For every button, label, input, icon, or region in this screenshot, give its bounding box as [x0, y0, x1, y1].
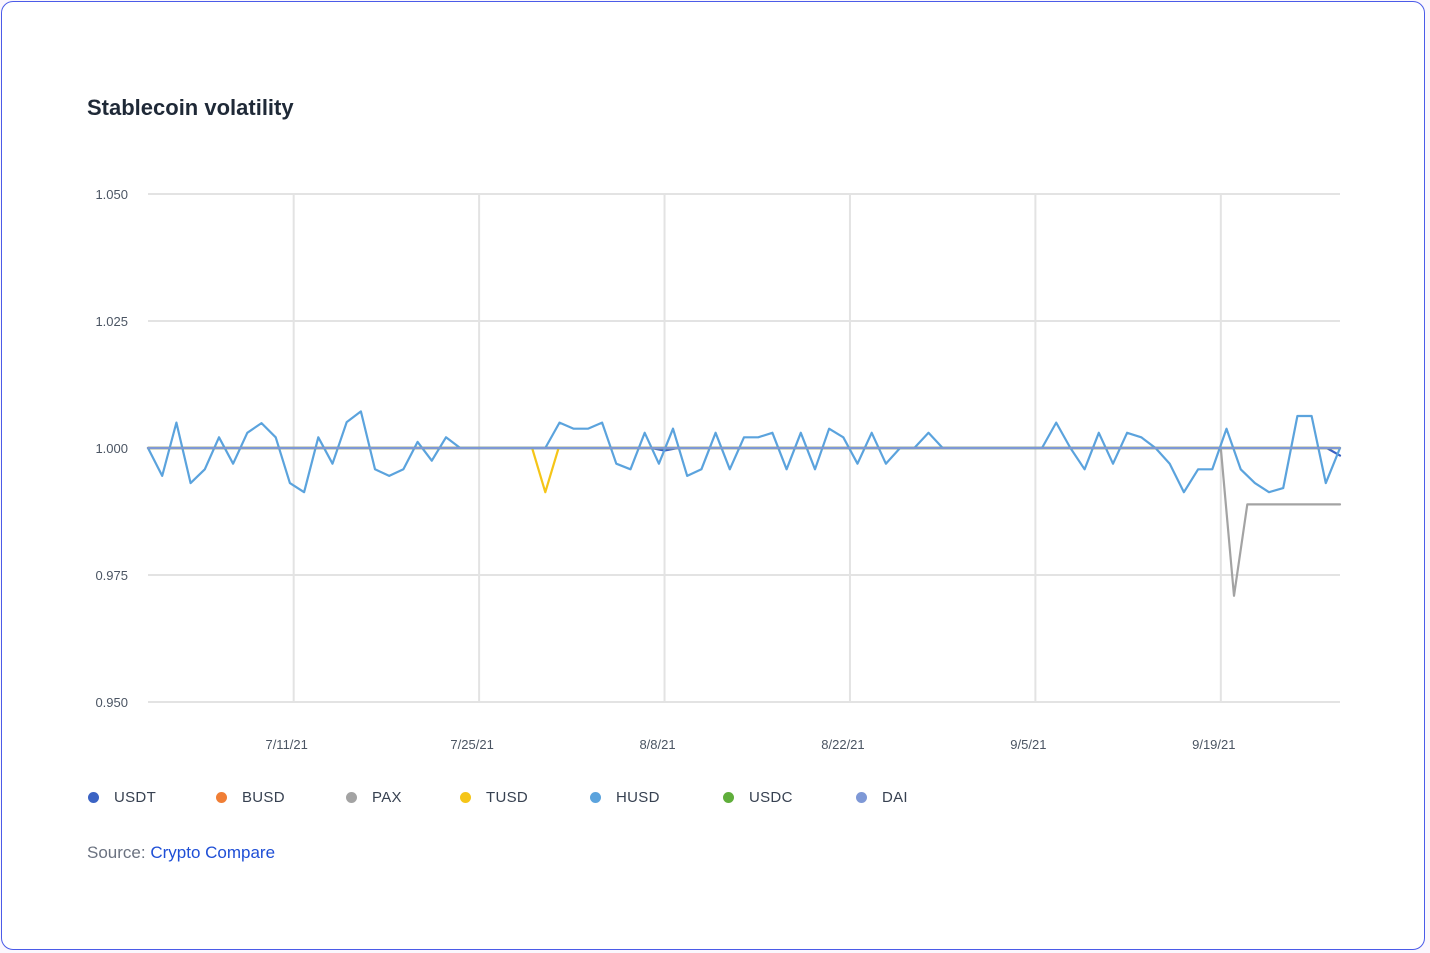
source-link[interactable]: Crypto Compare [150, 843, 276, 862]
source-label: Source: [87, 843, 146, 862]
y-tick-label: 1.025 [95, 314, 128, 329]
x-tick-label: 9/5/21 [1010, 737, 1046, 752]
y-tick-label: 1.000 [95, 441, 128, 456]
y-tick-label: 0.950 [95, 695, 128, 710]
x-tick-label: 8/8/21 [639, 737, 675, 752]
chart-title: Stablecoin volatility [87, 95, 294, 120]
source-note: Source: Crypto Compare [87, 843, 275, 863]
y-tick-label: 0.975 [95, 568, 128, 583]
series-line-pax [146, 446, 1342, 597]
x-tick-label: 9/19/21 [1192, 737, 1235, 752]
series-line-husd [146, 410, 1342, 494]
x-tick-label: 8/22/21 [821, 737, 864, 752]
y-tick-label: 1.050 [95, 187, 128, 202]
x-tick-label: 7/11/21 [265, 737, 307, 752]
x-tick-label: 7/25/21 [450, 737, 493, 752]
